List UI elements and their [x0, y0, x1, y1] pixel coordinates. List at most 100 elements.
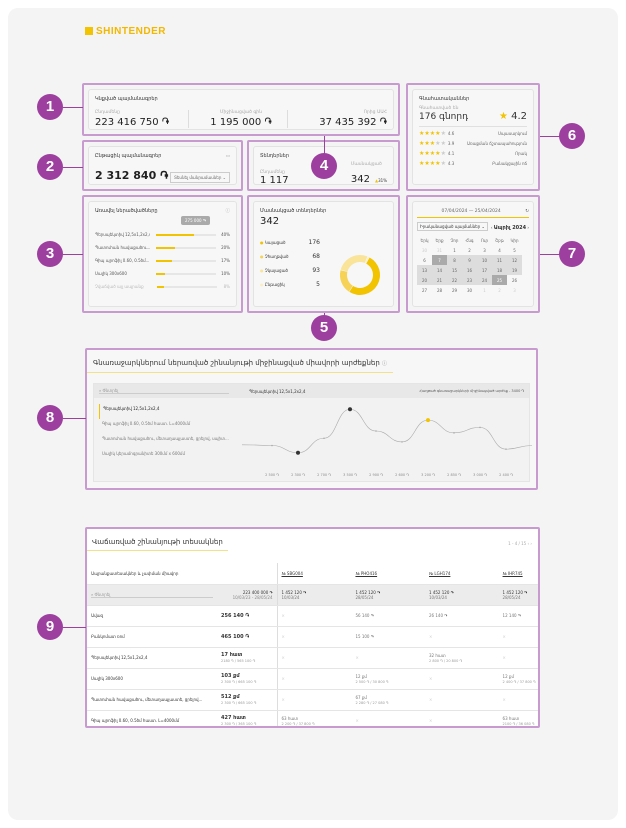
avg-material-item[interactable]: Սալիկ կերամոգրանիտե 300մմ x 600մմ	[102, 451, 185, 456]
top-material-row[interactable]: Չվաճված այլ ապրանք 8%	[95, 280, 230, 293]
data-point[interactable]	[505, 448, 507, 450]
calendar-day[interactable]: 22	[447, 275, 462, 285]
donut-slice[interactable]	[340, 255, 368, 272]
date-from[interactable]: 07/04/2024	[441, 209, 468, 214]
calendar-day[interactable]: 9	[462, 255, 477, 265]
calendar-day[interactable]: 2	[468, 247, 471, 253]
calendar-day[interactable]: 20	[417, 275, 432, 285]
tender-date: 10/03/24	[429, 594, 447, 600]
contract-stat: Միջինացված գին 1 195 000 ֏	[187, 110, 288, 128]
calendar-day[interactable]: 7	[432, 255, 447, 265]
data-point[interactable]	[375, 430, 377, 432]
material-total: 103 քմ 2 300 ֏ / 665 100 ֏	[217, 668, 278, 690]
star-icon: ★	[429, 160, 436, 167]
calendar-day[interactable]: 26	[511, 277, 518, 283]
table-search-input[interactable]: ⌕ Փնտրել	[87, 584, 217, 606]
calendar-day[interactable]: 18	[492, 265, 507, 275]
calendar-day[interactable]: 11	[492, 255, 507, 265]
calendar-day[interactable]: 24	[477, 275, 492, 285]
tender-link[interactable]: № PHO416	[351, 563, 425, 585]
data-point[interactable]	[426, 418, 430, 423]
calendar-day[interactable]: 27	[421, 287, 428, 293]
calendar-panel: 07/04/2024 — 25/04/2024 ↻ Իրականացված պայ…	[406, 195, 540, 313]
column-label: Ապրանքատեսակներ և չափման միավոր	[87, 563, 278, 585]
cell-value: ×	[502, 655, 506, 660]
calendar-day[interactable]: 1	[453, 247, 456, 253]
material-total: 17 հատ 2180 ֏ / 565 100 ֏	[217, 647, 278, 669]
info-icon[interactable]: ⓘ	[382, 361, 388, 367]
next-month-icon[interactable]: ›	[527, 225, 529, 230]
star-icon: ★	[440, 150, 446, 157]
data-point[interactable]	[453, 432, 455, 434]
donut-slice[interactable]	[349, 257, 380, 295]
calendar-day[interactable]: 10	[477, 255, 492, 265]
calendar-day[interactable]: 23	[462, 275, 477, 285]
calendar-day[interactable]: 29	[451, 287, 458, 293]
cell-value: ×	[281, 613, 285, 618]
calendar-day[interactable]: 31	[436, 247, 443, 253]
calendar-day[interactable]: 1	[483, 287, 486, 293]
filter-select-label: Իրականացված պայմաններ	[420, 224, 481, 229]
avg-material-item[interactable]: Պերսպեկտիվ 12,5x1,2x2,4	[99, 404, 234, 419]
calendar-day[interactable]: 12	[507, 255, 522, 265]
calendar-day[interactable]: 28	[436, 287, 443, 293]
tender-link[interactable]: № SBG004	[277, 563, 352, 585]
top-material-row[interactable]: Սալիկ 300x600 10%	[95, 267, 230, 280]
refresh-icon[interactable]: ↻	[525, 209, 529, 214]
info-icon[interactable]: ⓘ	[225, 209, 231, 214]
calendar-day[interactable]: 6	[423, 257, 426, 263]
avg-material-item[interactable]: Պատուհան հավաքածու, մետաղապլաստե, ցրելով…	[102, 436, 229, 441]
tender-date: 10/03/24	[281, 594, 300, 600]
material-cell: ×	[425, 668, 499, 690]
calendar-day[interactable]: 3	[483, 247, 486, 253]
legend-dot: ●	[260, 267, 264, 273]
date-to[interactable]: 25/04/2024	[474, 209, 501, 214]
x-tick-label: 3 500 ֏	[343, 473, 357, 477]
tender-link[interactable]: № LGH174	[425, 563, 499, 585]
avg-material-item[interactable]: Գիպ պրոֆիլ 0.60, 0.5ծմ հաստ. L=4000մմ	[102, 421, 191, 426]
annotation-9: 9	[37, 614, 63, 640]
prev-page-icon[interactable]: ‹	[527, 541, 530, 546]
tender-link[interactable]: № IHR745	[498, 563, 538, 585]
avg-search-input[interactable]: ⌕ Փնտրել	[99, 388, 229, 394]
data-point[interactable]	[296, 450, 300, 455]
next-page-icon[interactable]: ›	[530, 541, 532, 546]
calendar-day[interactable]: 13	[417, 265, 432, 275]
calendar-day[interactable]: 30	[466, 287, 473, 293]
material-label: Պատուհան հավաքածու...	[95, 245, 150, 250]
data-point[interactable]	[348, 407, 352, 412]
calendar-day[interactable]: 17	[477, 265, 492, 275]
calendar-day[interactable]: 21	[432, 275, 447, 285]
data-point[interactable]	[401, 441, 403, 443]
top-material-row[interactable]: Պատուհան հավաքածու... 20%	[95, 241, 230, 254]
top-material-row[interactable]: Պերսպեկտիվ 12,5x1,2x2,4 40%	[95, 228, 230, 241]
calendar-day[interactable]: 5	[513, 247, 516, 253]
donut-slice[interactable]	[340, 270, 353, 292]
calendar-day[interactable]: 4	[498, 247, 501, 253]
details-select-label: Տեսնել մանրամասներ	[174, 175, 222, 180]
top-material-row[interactable]: Գիպ պրոֆիլ 0.60, 0.5ծմ... 17%	[95, 254, 230, 267]
calendar-day[interactable]: 2	[498, 287, 501, 293]
calendar-day[interactable]: 30	[421, 247, 428, 253]
calendar-day[interactable]: 14	[432, 265, 447, 275]
prev-month-icon[interactable]: ‹	[490, 225, 493, 230]
cell-sub: 2 280 ֏ / 27 080 ֏	[355, 700, 389, 705]
total-value: 256 140 ֏	[221, 612, 250, 619]
calendar-day[interactable]: 3	[513, 287, 516, 293]
calendar-day[interactable]: 16	[462, 265, 477, 275]
annotation-7: 7	[559, 241, 585, 267]
star-icon: ★	[429, 150, 436, 157]
material-pct: 10%	[221, 271, 230, 276]
donut-slice[interactable]	[365, 256, 370, 264]
calendar-day[interactable]: 15	[447, 265, 462, 275]
calendar-day[interactable]: 19	[507, 265, 522, 275]
material-cell: ×	[277, 605, 352, 627]
data-point[interactable]	[323, 437, 325, 440]
data-point[interactable]	[479, 426, 481, 429]
details-select[interactable]: Տեսնել մանրամասներ ⌄	[170, 172, 230, 183]
data-point[interactable]	[271, 444, 273, 447]
weekday-label: Երք	[435, 237, 444, 243]
calendar-day[interactable]: 8	[447, 255, 462, 265]
filter-select[interactable]: Իրականացված պայմաններ ⌄	[417, 222, 488, 231]
calendar-day[interactable]: 25	[492, 275, 507, 285]
